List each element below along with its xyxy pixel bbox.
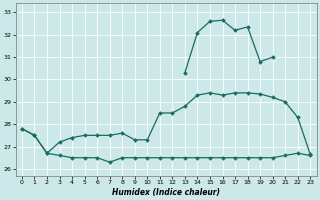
- X-axis label: Humidex (Indice chaleur): Humidex (Indice chaleur): [112, 188, 220, 197]
